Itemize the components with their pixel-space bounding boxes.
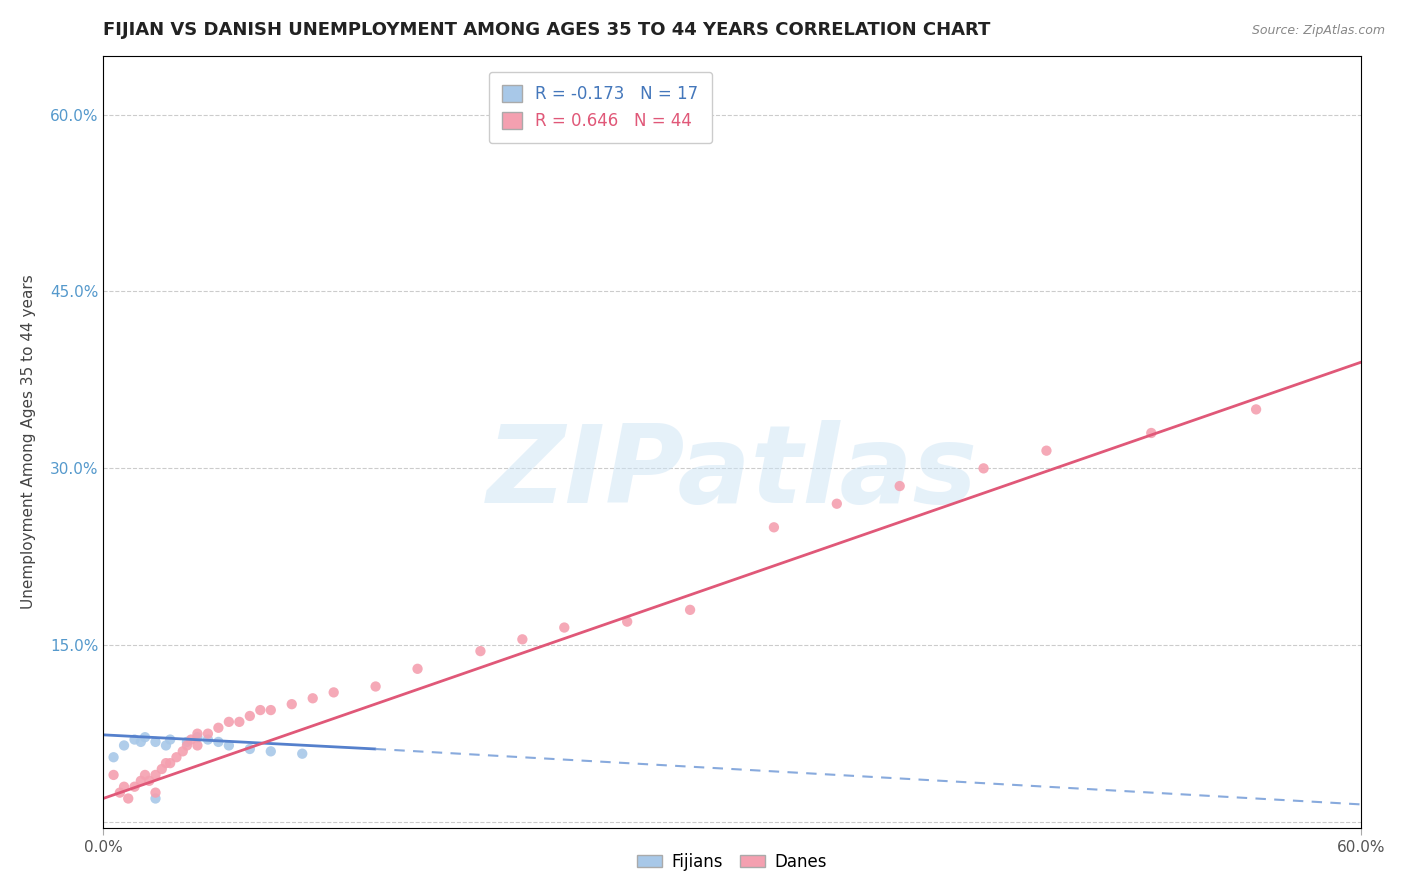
Point (176, 739, 198, 753)
Legend: Fijians, Danes: Fijians, Danes (630, 847, 834, 878)
Point (260, 744, 283, 758)
Point (145, 768, 167, 782)
Point (112, 739, 135, 753)
Point (364, 680, 387, 694)
Point (159, 732, 181, 747)
Point (553, 72, 575, 87)
Point (322, 685, 344, 699)
Point (553, 621, 575, 635)
Point (186, 739, 208, 753)
Point (186, 730, 208, 744)
Point (260, 703, 283, 717)
Point (124, 732, 146, 747)
Point (249, 703, 271, 717)
Point (973, 461, 995, 475)
Point (138, 773, 160, 788)
Point (1035, 443, 1057, 458)
Point (150, 762, 173, 776)
Point (145, 786, 167, 800)
Point (239, 709, 262, 723)
Point (197, 726, 219, 740)
Point (108, 786, 131, 800)
Point (134, 730, 156, 744)
Point (155, 756, 177, 771)
Text: FIJIAN VS DANISH UNEMPLOYMENT AMONG AGES 35 TO 44 YEARS CORRELATION CHART: FIJIAN VS DANISH UNEMPLOYMENT AMONG AGES… (103, 21, 990, 39)
Point (616, 615, 638, 629)
Point (103, 750, 125, 764)
Point (112, 780, 135, 794)
Point (470, 644, 492, 658)
Point (218, 714, 240, 729)
Point (117, 791, 139, 805)
Point (512, 632, 534, 647)
Point (172, 744, 194, 758)
Point (129, 735, 152, 749)
Point (825, 497, 848, 511)
Text: ZIPatlas: ZIPatlas (486, 420, 977, 525)
Point (155, 739, 177, 753)
Point (129, 773, 152, 788)
Point (889, 479, 911, 493)
Point (134, 768, 156, 782)
Point (301, 691, 323, 706)
Y-axis label: Unemployment Among Ages 35 to 44 years: Unemployment Among Ages 35 to 44 years (21, 275, 35, 609)
Point (1244, 402, 1267, 417)
Point (186, 726, 208, 740)
Text: Source: ZipAtlas.com: Source: ZipAtlas.com (1251, 24, 1385, 37)
Point (103, 768, 125, 782)
Point (406, 662, 429, 676)
Point (207, 721, 229, 735)
Point (176, 735, 198, 749)
Point (159, 756, 181, 771)
Point (679, 603, 702, 617)
Point (239, 742, 262, 756)
Point (145, 735, 167, 749)
Point (197, 732, 219, 747)
Point (145, 791, 167, 805)
Point (166, 750, 188, 764)
Point (228, 714, 250, 729)
Point (207, 735, 229, 749)
Point (291, 747, 314, 761)
Point (1140, 425, 1163, 440)
Point (124, 780, 146, 794)
Point (281, 697, 304, 711)
Point (218, 739, 240, 753)
Point (180, 732, 202, 747)
Point (762, 520, 785, 534)
